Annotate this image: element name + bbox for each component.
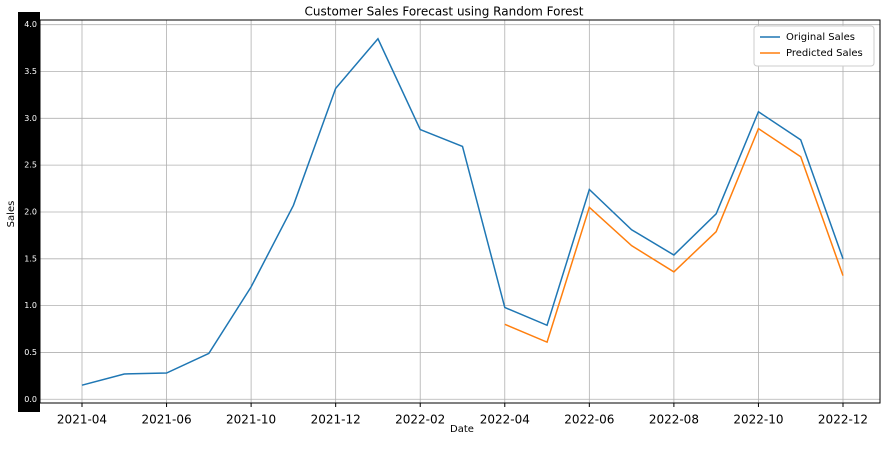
y-tick-label: 3.5 bbox=[24, 67, 37, 76]
x-tick-label: 2022-12 bbox=[818, 413, 868, 427]
chart-title: Customer Sales Forecast using Random For… bbox=[305, 5, 584, 19]
y-tick-label: 2.0 bbox=[24, 207, 37, 216]
y-tick-label: 3.0 bbox=[24, 114, 37, 123]
legend-box bbox=[753, 25, 875, 67]
y-offset-label: 1e9 bbox=[20, 12, 39, 23]
y-axis-label: Sales bbox=[6, 201, 17, 228]
y-tick-label: 0.0 bbox=[24, 395, 37, 404]
y-axis-strip bbox=[18, 12, 40, 412]
x-tick-label: 2022-08 bbox=[649, 413, 699, 427]
x-tick-label: 2022-10 bbox=[733, 413, 783, 427]
series-line bbox=[81, 37, 844, 386]
legend-label: Predicted Sales bbox=[786, 48, 863, 59]
x-tick-label: 2021-12 bbox=[311, 413, 361, 427]
x-tick-label: 2022-02 bbox=[395, 413, 445, 427]
y-tick-label: 1.0 bbox=[24, 301, 37, 310]
y-tick-label: 4.0 bbox=[24, 20, 37, 29]
x-tick-label: 2022-04 bbox=[480, 413, 530, 427]
x-tick-label: 2021-10 bbox=[226, 413, 276, 427]
series-line bbox=[504, 127, 844, 344]
x-tick-label: 2022-06 bbox=[564, 413, 614, 427]
plot-frame bbox=[39, 19, 881, 404]
x-axis-label: Date bbox=[450, 424, 474, 435]
y-tick-label: 1.5 bbox=[24, 254, 37, 263]
y-tick-label: 2.5 bbox=[24, 161, 37, 170]
y-tick-label: 0.5 bbox=[24, 348, 37, 357]
legend-label: Original Sales bbox=[786, 32, 855, 43]
x-tick-label: 2021-04 bbox=[57, 413, 107, 427]
x-tick-label: 2021-06 bbox=[141, 413, 191, 427]
